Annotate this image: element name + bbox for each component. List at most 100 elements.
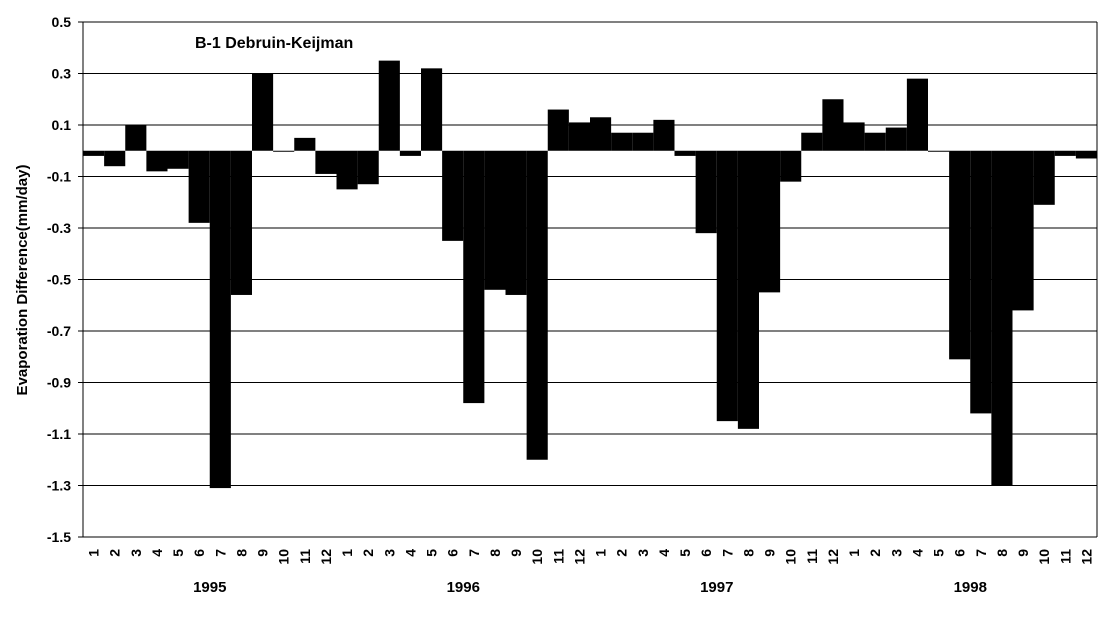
x-tick-label: 2 (867, 549, 883, 557)
y-tick-label: 0.1 (52, 117, 72, 133)
x-tick-label: 2 (360, 549, 376, 557)
bar (230, 150, 252, 295)
x-tick-label: 5 (677, 549, 693, 557)
bar (780, 150, 802, 182)
x-tick-label: 4 (656, 549, 672, 557)
x-tick-label: 3 (381, 549, 397, 557)
bar (463, 150, 485, 404)
bar (928, 150, 950, 152)
x-tick-label: 5 (170, 549, 186, 557)
bar (737, 150, 759, 429)
x-tick-label: 1 (86, 549, 102, 557)
x-tick-label: 12 (1078, 549, 1094, 565)
y-tick-label: -0.1 (47, 169, 71, 185)
x-tick-label: 9 (1015, 549, 1031, 557)
x-tick-label: 3 (888, 549, 904, 557)
x-tick-label: 8 (740, 549, 756, 557)
x-tick-label: 7 (973, 549, 989, 557)
bar (167, 150, 189, 169)
x-tick-label: 5 (931, 549, 947, 557)
x-tick-label: 4 (909, 549, 925, 557)
bar (294, 137, 316, 151)
x-tick-label: 10 (276, 549, 292, 565)
x-tick-label: 5 (424, 549, 440, 557)
x-tick-label: 8 (233, 549, 249, 557)
bar (949, 150, 971, 360)
x-tick-label: 10 (783, 549, 799, 565)
x-tick-label: 12 (571, 549, 587, 565)
x-tick-label: 3 (635, 549, 651, 557)
bar (104, 150, 126, 167)
group-label: 1998 (954, 579, 987, 596)
x-tick-label: 7 (212, 549, 228, 557)
x-tick-label: 4 (149, 549, 165, 557)
bar (611, 132, 633, 151)
bar (83, 150, 105, 156)
bar (759, 150, 781, 293)
x-tick-label: 2 (614, 549, 630, 557)
bar (843, 122, 865, 151)
bar (505, 150, 527, 295)
x-tick-label: 1 (593, 549, 609, 557)
bar (146, 150, 168, 172)
bar (378, 60, 400, 151)
x-tick-label: 2 (107, 549, 123, 557)
x-tick-label: 11 (550, 549, 566, 564)
y-tick-label: -0.9 (47, 375, 71, 391)
bar (822, 99, 844, 151)
bar (273, 150, 295, 152)
y-tick-label: -1.3 (47, 478, 71, 494)
x-tick-label: 6 (952, 549, 968, 557)
x-tick-label: 10 (1036, 549, 1052, 565)
y-axis-label: Evaporation Difference(mm/day) (14, 165, 31, 396)
bar (357, 150, 379, 185)
x-tick-label: 8 (487, 549, 503, 557)
bar (632, 132, 654, 151)
bar (1012, 150, 1034, 311)
group-label: 1997 (700, 579, 733, 596)
bar (970, 150, 992, 414)
y-tick-label: -0.3 (47, 220, 71, 236)
group-label: 1996 (447, 579, 480, 596)
bar (399, 150, 421, 156)
bar (864, 132, 886, 151)
y-tick-label: 0.5 (52, 14, 72, 30)
bar (125, 125, 147, 151)
x-tick-label: 6 (191, 549, 207, 557)
bar (653, 119, 675, 151)
x-tick-label: 1 (339, 549, 355, 557)
bar (547, 109, 569, 151)
bar (674, 150, 696, 156)
bar (568, 122, 590, 151)
bar (1054, 150, 1076, 156)
group-label: 1995 (193, 579, 226, 596)
x-tick-label: 6 (698, 549, 714, 557)
y-tick-label: -0.5 (47, 272, 71, 288)
bar (590, 117, 612, 151)
bar (906, 78, 928, 151)
x-tick-label: 12 (318, 549, 334, 565)
x-tick-label: 7 (719, 549, 735, 557)
x-tick-label: 7 (466, 549, 482, 557)
x-tick-label: 4 (402, 549, 418, 557)
y-tick-label: -1.1 (47, 426, 71, 442)
bar (209, 150, 231, 489)
bar (484, 150, 506, 290)
y-tick-label: -0.7 (47, 323, 71, 339)
bar (526, 150, 548, 460)
bar (991, 150, 1013, 486)
x-tick-label: 10 (529, 549, 545, 565)
bar (188, 150, 210, 223)
x-tick-label: 1 (846, 549, 862, 557)
y-tick-label: 0.3 (52, 66, 72, 82)
x-tick-label: 8 (994, 549, 1010, 557)
bar (442, 150, 464, 241)
bar (716, 150, 738, 422)
x-tick-label: 6 (445, 549, 461, 557)
x-tick-label: 11 (804, 549, 820, 564)
bar (336, 150, 358, 190)
x-tick-label: 9 (508, 549, 524, 557)
x-tick-label: 11 (297, 549, 313, 564)
